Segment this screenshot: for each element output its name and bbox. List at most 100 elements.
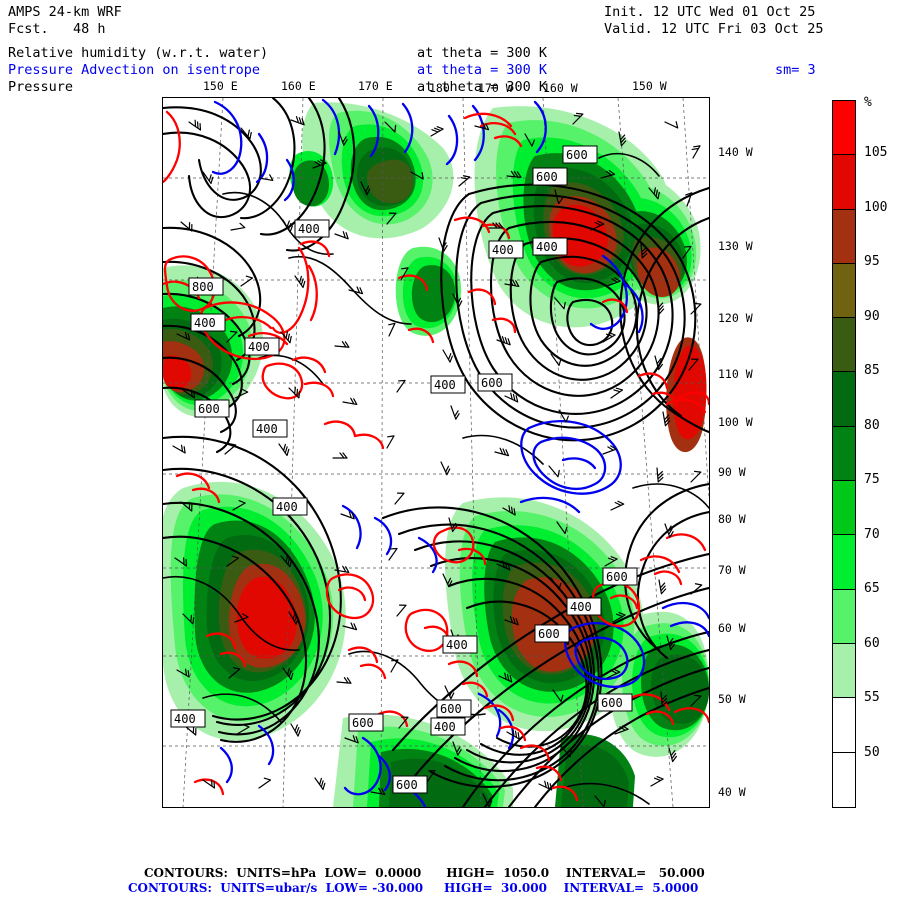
contour-label-600-j: 600 <box>392 775 428 794</box>
contour-label-600-f: 600 <box>534 624 570 643</box>
map-plot-area[interactable]: 400 800 400 400 600 400 600 600 400 400 … <box>162 97 710 808</box>
colorbar-tick-90: 90 <box>864 308 880 324</box>
lon-label-right-10: 40 W <box>718 785 746 799</box>
svg-text:400: 400 <box>536 240 558 254</box>
contour-label-400-e: 400 <box>532 237 568 256</box>
field2-level: at theta = 300 K <box>417 62 548 78</box>
contour-label-400-k: 400 <box>566 597 602 616</box>
colorbar-tick-80: 80 <box>864 417 880 433</box>
colorbar-unit-label: % <box>864 95 872 110</box>
field2-label: Pressure Advection on isentrope <box>8 62 260 78</box>
colorbar-band-4 <box>833 318 855 373</box>
colorbar-tick-60: 60 <box>864 635 880 651</box>
lon-label-right-4: 100 W <box>718 415 753 429</box>
contour-label-600-e: 600 <box>602 567 638 586</box>
svg-text:600: 600 <box>440 702 462 716</box>
svg-text:400: 400 <box>434 378 456 392</box>
svg-text:600: 600 <box>352 716 374 730</box>
svg-text:400: 400 <box>248 340 270 354</box>
svg-text:600: 600 <box>601 696 623 710</box>
contour-label-800-a: 800 <box>188 277 224 296</box>
colorbar-tick-50: 50 <box>864 744 880 760</box>
contour-label-400-j: 400 <box>170 709 206 728</box>
svg-text:400: 400 <box>276 500 298 514</box>
field3-label: Pressure <box>8 79 74 95</box>
svg-text:600: 600 <box>396 778 418 792</box>
contour-label-600-a: 600 <box>194 399 230 418</box>
colorbar-tick-105: 105 <box>864 145 888 161</box>
colorbar-band-5 <box>833 372 855 427</box>
svg-text:400: 400 <box>298 222 320 236</box>
lon-label-top-5: 160 W <box>543 81 578 95</box>
lon-label-top-6: 150 W <box>632 79 667 93</box>
svg-text:400: 400 <box>256 422 278 436</box>
lon-label-top-1: 160 E <box>281 79 316 93</box>
contour-label-600-c: 600 <box>532 167 568 186</box>
svg-text:600: 600 <box>538 627 560 641</box>
lon-label-right-3: 110 W <box>718 367 753 381</box>
lon-label-top-2: 170 E <box>358 79 393 93</box>
colorbar-tick-95: 95 <box>864 254 880 270</box>
colorbar-band-12 <box>833 752 855 807</box>
footer-line-contours-hpa: CONTOURS: UNITS=hPa LOW= 0.0000 HIGH= 10… <box>144 866 705 880</box>
lon-label-right-9: 50 W <box>718 692 746 706</box>
colorbar-tick-85: 85 <box>864 363 880 379</box>
contour-label-600-b: 600 <box>562 145 598 164</box>
model-title: AMPS 24-km WRF <box>8 4 122 20</box>
svg-text:400: 400 <box>570 600 592 614</box>
lon-label-right-0: 140 W <box>718 145 753 159</box>
graticule-lines <box>163 98 709 807</box>
contour-labels: 400 800 400 400 600 400 600 600 400 400 … <box>170 145 638 794</box>
colorbar-tick-100: 100 <box>864 199 888 215</box>
field3-level: at theta = 300 K <box>417 79 548 95</box>
svg-text:400: 400 <box>194 316 216 330</box>
contour-label-400-c: 400 <box>244 337 280 356</box>
colorbar-band-8 <box>833 535 855 590</box>
map-svg: 400 800 400 400 600 400 600 600 400 400 … <box>163 98 709 807</box>
colorbar-band-9 <box>833 589 855 644</box>
colorbar-band-0 <box>833 101 855 156</box>
svg-text:600: 600 <box>481 376 503 390</box>
lon-label-right-5: 90 W <box>718 465 746 479</box>
svg-text:800: 800 <box>192 280 214 294</box>
field1-label: Relative humidity (w.r.t. water) <box>8 45 269 61</box>
contour-label-600-i: 600 <box>348 713 384 732</box>
lon-label-right-6: 80 W <box>718 512 746 526</box>
svg-text:600: 600 <box>536 170 558 184</box>
lon-label-right-7: 70 W <box>718 563 746 577</box>
colorbar-band-10 <box>833 643 855 699</box>
lon-label-top-0: 150 E <box>203 79 238 93</box>
contour-label-400-d: 400 <box>252 419 288 438</box>
wind-barbs <box>172 112 703 807</box>
colorbar-tick-65: 65 <box>864 581 880 597</box>
svg-text:600: 600 <box>606 570 628 584</box>
lon-label-right-1: 130 W <box>718 239 753 253</box>
contour-label-400-f: 400 <box>488 240 524 259</box>
svg-text:600: 600 <box>566 148 588 162</box>
init-time: Init. 12 UTC Wed 01 Oct 25 <box>604 4 816 20</box>
advection-negative-contours <box>211 98 709 807</box>
colorbar-tick-70: 70 <box>864 526 880 542</box>
svg-text:400: 400 <box>492 243 514 257</box>
colorbar-tick-55: 55 <box>864 690 880 706</box>
colorbar-band-6 <box>833 426 855 482</box>
field1-level: at theta = 300 K <box>417 45 548 61</box>
colorbar-band-11 <box>833 698 855 753</box>
svg-text:400: 400 <box>434 720 456 734</box>
contour-label-400-a: 400 <box>294 219 330 238</box>
colorbar-band-1 <box>833 155 855 210</box>
contour-label-400-l: 400 <box>430 717 466 736</box>
contour-label-600-g: 600 <box>597 693 633 712</box>
lon-label-right-2: 120 W <box>718 311 753 325</box>
colorbar-band-2 <box>833 209 855 264</box>
contour-label-400-g: 400 <box>430 375 466 394</box>
contour-label-600-h: 600 <box>436 699 472 718</box>
colorbar-tick-75: 75 <box>864 472 880 488</box>
svg-text:600: 600 <box>198 402 220 416</box>
forecast-hour: Fcst. 48 h <box>8 21 106 37</box>
valid-time: Valid. 12 UTC Fri 03 Oct 25 <box>604 21 824 37</box>
contour-label-600-d: 600 <box>477 373 513 392</box>
colorbar[interactable] <box>832 100 856 808</box>
footer-line-contours-ubar: CONTOURS: UNITS=ubar/s LOW= -30.000 HIGH… <box>128 881 699 895</box>
lon-label-top-3: 180 <box>429 81 450 95</box>
